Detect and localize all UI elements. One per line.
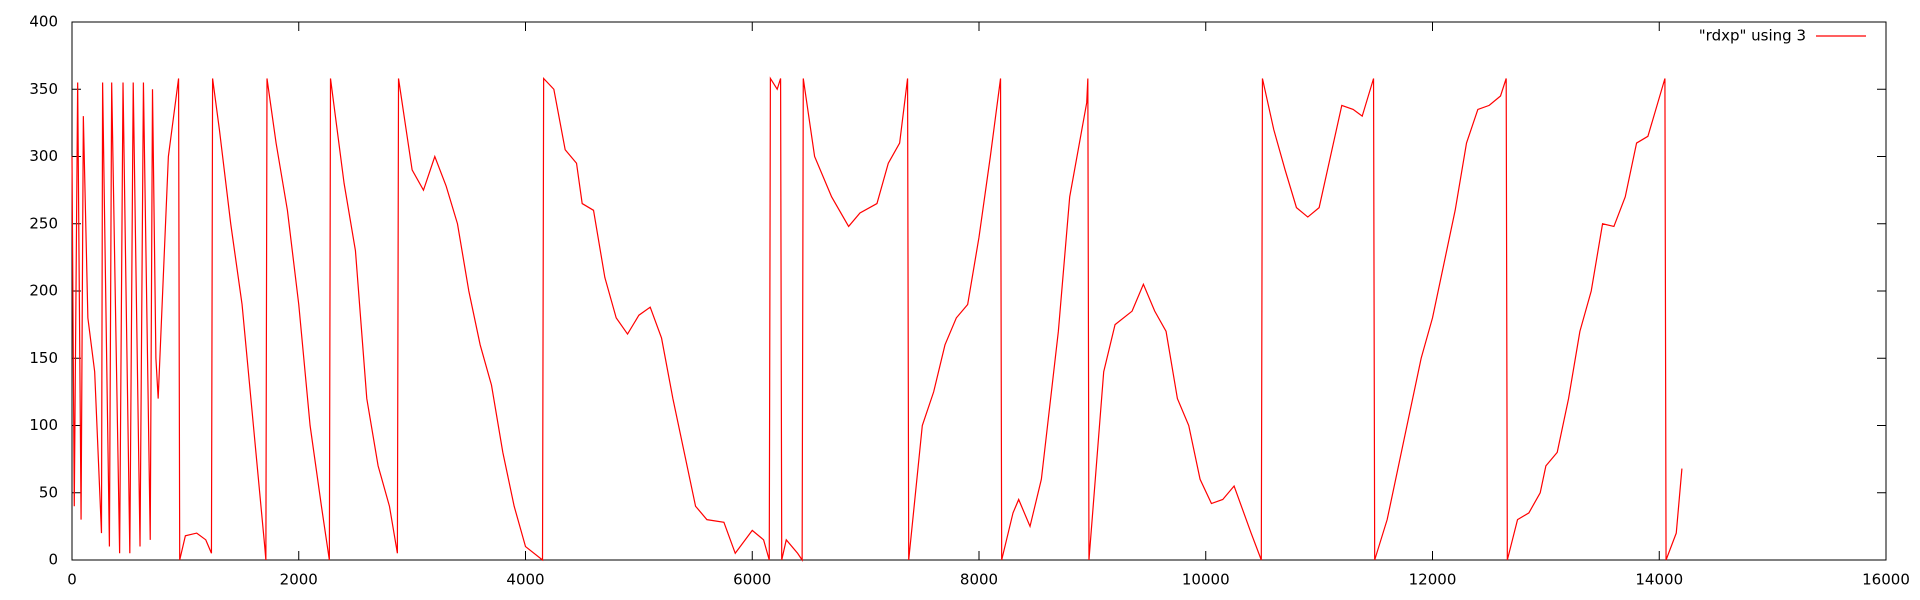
data-line [71,76,1683,562]
y-tick-label: 300 [29,147,58,165]
y-tick-label: 200 [29,282,58,300]
y-tick-label: 400 [29,13,58,31]
x-tick-label: 8000 [960,571,998,589]
y-tick-label: 150 [29,349,58,367]
x-tick-label: 14000 [1635,571,1683,589]
legend-label: "rdxp" using 3 [1699,27,1806,45]
x-tick-label: 16000 [1862,571,1910,589]
y-tick-label: 50 [39,483,58,501]
y-tick-label: 100 [29,416,58,434]
y-tick-label: 350 [29,80,58,98]
x-tick-label: 6000 [733,571,771,589]
y-tick-label: 0 [48,551,58,569]
x-tick-label: 10000 [1182,571,1230,589]
x-tick-label: 2000 [280,571,318,589]
x-tick-label: 12000 [1409,571,1457,589]
plot-border [71,21,1887,561]
y-tick-label: 250 [29,214,58,232]
x-tick-label: 4000 [506,571,544,589]
x-tick-label: 0 [67,571,77,589]
